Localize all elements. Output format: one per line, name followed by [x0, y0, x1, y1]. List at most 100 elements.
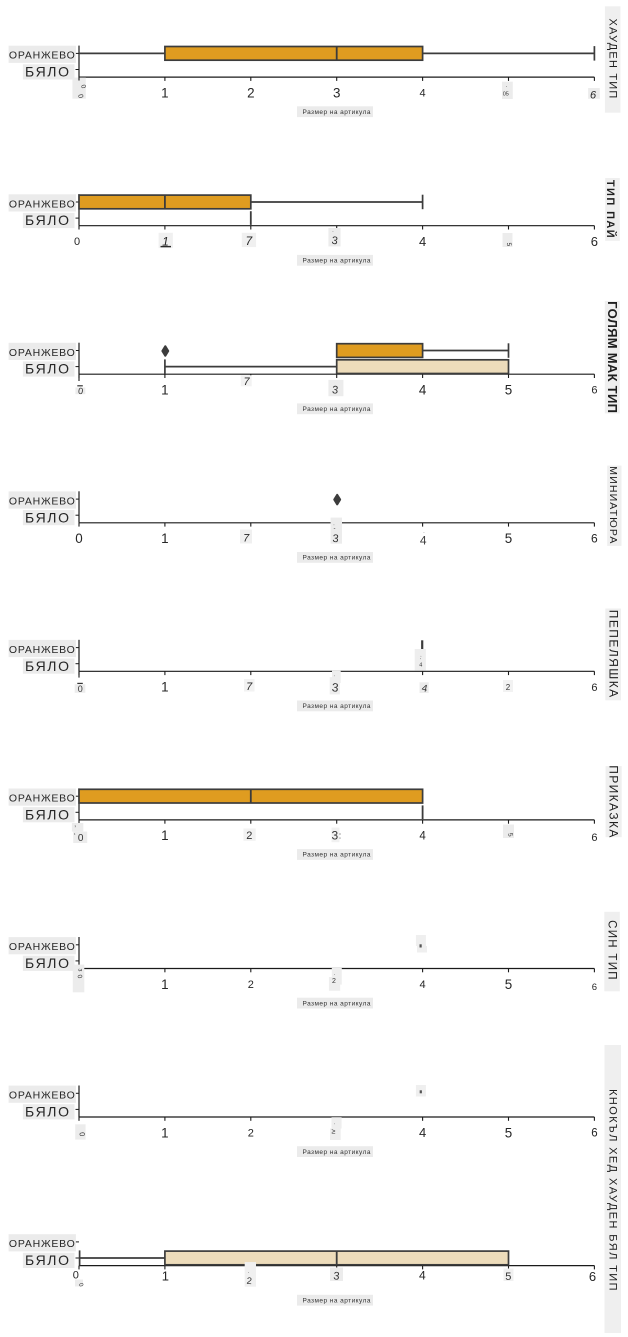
svg-text:БЯЛО: БЯЛО [25, 658, 71, 674]
svg-text:1: 1 [161, 531, 168, 546]
svg-text:ТИП ПАЙ: ТИП ПАЙ [604, 180, 617, 239]
svg-text:ОРАНЖЕВО: ОРАНЖЕВО [9, 1090, 76, 1102]
svg-text:3: 3 [331, 235, 339, 248]
svg-text:БЯЛО: БЯЛО [25, 1252, 71, 1268]
svg-text:5: 5 [505, 1125, 512, 1140]
svg-text:2: 2 [247, 85, 254, 100]
svg-text:1: 1 [161, 383, 168, 398]
svg-text:з: з [76, 969, 83, 972]
svg-text:ОРАНЖЕВО: ОРАНЖЕВО [9, 1238, 76, 1250]
svg-text:БЯЛО: БЯЛО [25, 212, 71, 228]
svg-text:0: 0 [74, 236, 80, 248]
svg-text:6: 6 [589, 1269, 596, 1284]
svg-text:Размер на артикула: Размер на артикула [303, 703, 371, 710]
svg-text:ОРАНЖЕВО: ОРАНЖЕВО [9, 495, 76, 507]
svg-text:≥: ≥ [332, 1129, 336, 1136]
svg-text:4: 4 [420, 88, 426, 100]
svg-text:1: 1 [162, 234, 169, 248]
svg-text:5: 5 [505, 1271, 511, 1283]
svg-text:4: 4 [419, 831, 426, 843]
svg-text:БЯЛО: БЯЛО [25, 64, 71, 80]
svg-text:ОРАНЖЕВО: ОРАНЖЕВО [9, 198, 76, 210]
svg-text:6: 6 [590, 90, 597, 102]
svg-text:5: 5 [506, 832, 514, 837]
svg-text:5: 5 [505, 383, 512, 398]
svg-text:ХАУДЕН ТИП: ХАУДЕН ТИП [607, 18, 619, 99]
svg-text:2: 2 [332, 978, 336, 985]
svg-text:0: 0 [78, 684, 83, 694]
svg-text:7: 7 [245, 234, 253, 248]
svg-text:0: 0 [77, 1283, 84, 1289]
svg-text:1: 1 [161, 977, 168, 992]
svg-text:1: 1 [161, 680, 168, 695]
svg-text::: : [419, 655, 422, 661]
svg-text:1: 1 [161, 828, 168, 843]
svg-text:·: · [506, 84, 508, 90]
svg-text:Размер на артикула: Размер на артикула [303, 1149, 371, 1156]
svg-text:Размер на артикула: Размер на артикула [303, 406, 371, 413]
svg-text:4: 4 [419, 234, 426, 249]
svg-text:БЯЛО: БЯЛО [25, 955, 71, 971]
svg-text:0: 0 [79, 84, 87, 90]
svg-text:2: 2 [246, 1276, 252, 1287]
svg-text::: : [339, 831, 342, 841]
svg-text:3: 3 [331, 829, 338, 843]
svg-text:1: 1 [161, 85, 168, 100]
svg-text:ОРАНЖЕВО: ОРАНЖЕВО [9, 50, 76, 62]
svg-text:3: 3 [331, 680, 339, 695]
svg-text:2: 2 [248, 1128, 254, 1140]
svg-text:Размер на артикула: Размер на артикула [303, 1297, 371, 1304]
svg-text:Размер на артикула: Размер на артикула [303, 555, 371, 562]
svg-text:5: 5 [505, 977, 512, 992]
svg-text:1: 1 [162, 1268, 169, 1283]
svg-text:Размер на артикула: Размер на артикула [303, 258, 371, 265]
svg-text:0: 0 [78, 1132, 87, 1137]
svg-text:4: 4 [419, 383, 427, 398]
svg-text:4: 4 [421, 683, 429, 695]
svg-text:·: · [333, 1122, 335, 1128]
svg-text:’: ’ [74, 826, 76, 833]
svg-text:6: 6 [591, 532, 598, 546]
svg-text:0: 0 [75, 974, 83, 980]
svg-text:ПРИКАЗКА: ПРИКАЗКА [607, 765, 621, 839]
svg-text:Размер на артикула: Размер на артикула [303, 109, 371, 116]
svg-text:4: 4 [420, 534, 427, 548]
svg-text:6: 6 [591, 234, 598, 249]
svg-text:0: 0 [76, 94, 84, 99]
svg-text:7: 7 [244, 376, 251, 388]
svg-text:3: 3 [331, 384, 338, 397]
svg-text:2: 2 [248, 979, 254, 991]
svg-text:4: 4 [420, 979, 426, 991]
svg-text:БЯЛО: БЯЛО [25, 806, 71, 822]
svg-text:6: 6 [592, 982, 597, 993]
svg-text:2: 2 [506, 683, 511, 692]
svg-text:4: 4 [419, 663, 422, 669]
svg-text:5: 5 [505, 531, 512, 546]
svg-text:Размер на артикула: Размер на артикула [303, 852, 371, 859]
svg-text:ОРАНЖЕВО: ОРАНЖЕВО [9, 941, 76, 953]
svg-text:·: · [423, 530, 425, 536]
svg-text:-: - [334, 526, 336, 532]
svg-text:3: 3 [332, 533, 339, 545]
svg-text:2: 2 [246, 830, 252, 842]
svg-text:ОРАНЖЕВО: ОРАНЖЕВО [9, 793, 76, 805]
svg-text:0: 0 [75, 531, 82, 546]
svg-text:4: 4 [419, 1125, 426, 1140]
svg-text:КНОКЪЛ ХЕД ХАУДЕН БЯЛ ТИП: КНОКЪЛ ХЕД ХАУДЕН БЯЛ ТИП [607, 1089, 619, 1292]
svg-text:6: 6 [591, 832, 597, 844]
svg-text:0: 0 [78, 833, 84, 844]
svg-text:·: · [333, 523, 335, 529]
svg-text:7: 7 [246, 681, 253, 693]
svg-text:ОРАНЖЕВО: ОРАНЖЕВО [9, 644, 76, 656]
svg-text:05: 05 [503, 92, 509, 98]
svg-text:БЯЛО: БЯЛО [25, 1104, 71, 1120]
svg-text:5: 5 [505, 242, 512, 247]
svg-text:ГОЛЯМ МАК ТИП: ГОЛЯМ МАК ТИП [605, 301, 620, 413]
svg-text:БЯЛО: БЯЛО [25, 509, 71, 525]
svg-text:1: 1 [161, 1125, 168, 1140]
svg-text:0: 0 [77, 386, 83, 397]
svg-text:·: · [333, 674, 335, 680]
svg-text:6: 6 [591, 385, 597, 397]
svg-text:3: 3 [333, 1270, 340, 1282]
svg-text:7: 7 [243, 533, 250, 545]
